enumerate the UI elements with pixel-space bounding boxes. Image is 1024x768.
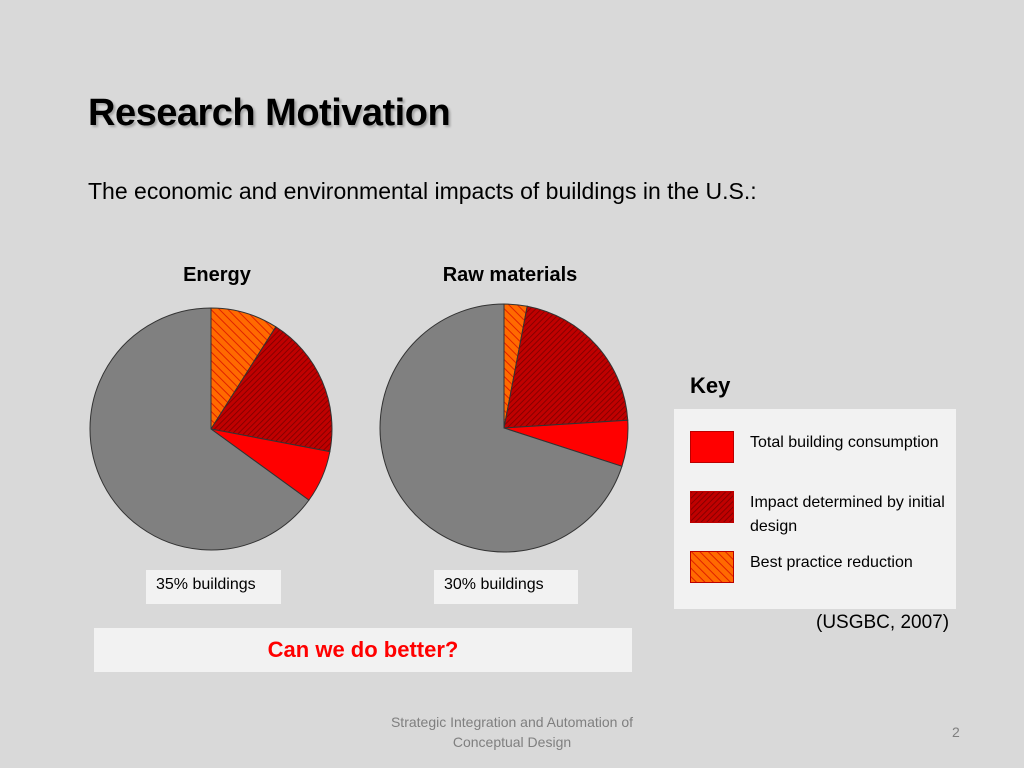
pie-slice-initial-design (210, 326, 333, 453)
legend-label: Best practice reduction (750, 554, 913, 571)
energy-caption: 35% buildings (146, 570, 281, 604)
materials-chart-title: Raw materials (442, 264, 578, 286)
orange-hatch-swatch (690, 551, 734, 583)
legend-label: Impact determined by initial design (750, 494, 945, 535)
solid-red-swatch (690, 431, 734, 463)
legend-label: Total building consumption (750, 434, 939, 451)
citation: (USGBC, 2007) (816, 612, 950, 633)
legend-item-initial-design: Impact determined by initial design (690, 491, 950, 539)
dark-red-hatch-swatch (690, 491, 734, 523)
slide-footer: Strategic Integration and Automation of … (362, 712, 662, 752)
energy-chart-title: Energy (183, 264, 251, 286)
question-text: Can we do better? (267, 637, 459, 662)
legend-item-total-building: Total building consumption (690, 431, 950, 463)
energy-pie-chart (89, 307, 333, 551)
page-number: 2 (952, 724, 960, 740)
materials-pie-chart (379, 303, 629, 553)
slide-subtitle: The economic and environmental impacts o… (88, 178, 757, 204)
footer-line: Conceptual Design (452, 734, 572, 750)
materials-caption: 30% buildings (434, 570, 578, 604)
key-legend: Total building consumption Impact determ… (674, 409, 956, 609)
pie-slice-other (89, 307, 310, 551)
slide-title: Research Motivation (88, 92, 451, 134)
legend-item-best-practice: Best practice reduction (690, 551, 950, 583)
question-box: Can we do better? (94, 628, 632, 672)
footer-line: Strategic Integration and Automation of (390, 714, 634, 730)
pie-slice-other (379, 303, 623, 553)
pie-slice-initial-design (503, 305, 629, 429)
key-heading: Key (690, 373, 731, 398)
